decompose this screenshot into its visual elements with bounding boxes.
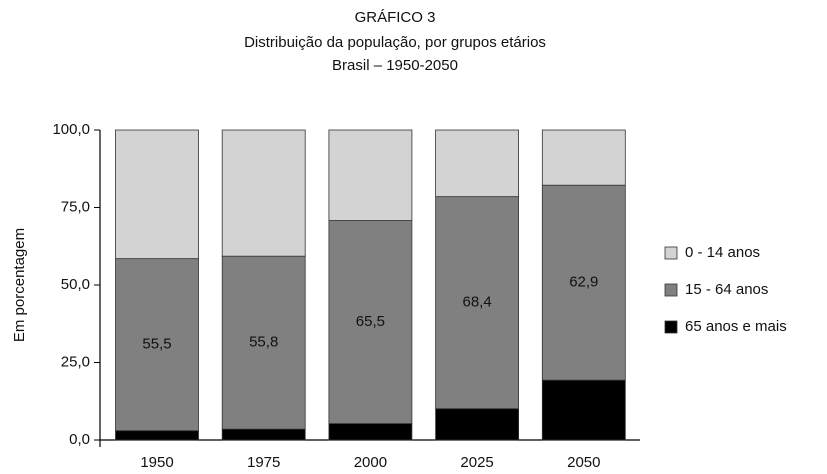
y-tick-label: 75,0 <box>61 198 90 215</box>
bar-segment <box>221 255 306 430</box>
bar-segment <box>328 220 413 424</box>
bar-segment <box>221 129 306 257</box>
legend-swatch <box>664 283 678 297</box>
x-tick-label: 2050 <box>567 454 600 471</box>
y-tick-label: 50,0 <box>61 276 90 293</box>
bar-segment <box>115 258 199 432</box>
data-label: 65,5 <box>356 313 385 330</box>
legend-swatch <box>664 246 678 260</box>
chart-subtitle: Brasil – 1950-2050 <box>332 57 458 74</box>
legend-label: 15 - 64 anos <box>685 281 768 298</box>
bar-segment <box>541 129 626 186</box>
bar-segment <box>221 428 306 441</box>
legend-label: 0 - 14 anos <box>685 244 760 261</box>
bar-segment <box>541 379 626 441</box>
data-label: 62,9 <box>569 274 598 291</box>
bar-segment <box>435 129 520 198</box>
legend-swatch <box>664 320 678 334</box>
legend-label: 65 anos e mais <box>685 318 787 335</box>
chart-subtitle: Distribuição da população, por grupos et… <box>244 34 546 51</box>
y-tick-label: 25,0 <box>61 353 90 370</box>
x-tick-label: 1975 <box>247 454 280 471</box>
bar-segment <box>328 423 413 441</box>
x-tick-label: 2025 <box>460 454 493 471</box>
bar-segment <box>115 430 199 441</box>
x-tick-label: 2000 <box>354 454 387 471</box>
y-axis-label: Em porcentagem <box>11 228 28 342</box>
bar-segment <box>541 184 626 381</box>
data-label: 68,4 <box>462 294 491 311</box>
x-tick-label: 1950 <box>140 454 173 471</box>
data-label: 55,5 <box>142 336 171 353</box>
bar-segment <box>435 196 520 410</box>
bar-segment <box>115 129 199 260</box>
chart-title: GRÁFICO 3 <box>355 9 436 26</box>
y-tick-label: 0,0 <box>69 431 90 448</box>
y-tick-label: 100,0 <box>52 121 90 138</box>
bar-segment <box>435 408 520 441</box>
bar-segment <box>328 129 413 221</box>
data-label: 55,8 <box>249 334 278 351</box>
